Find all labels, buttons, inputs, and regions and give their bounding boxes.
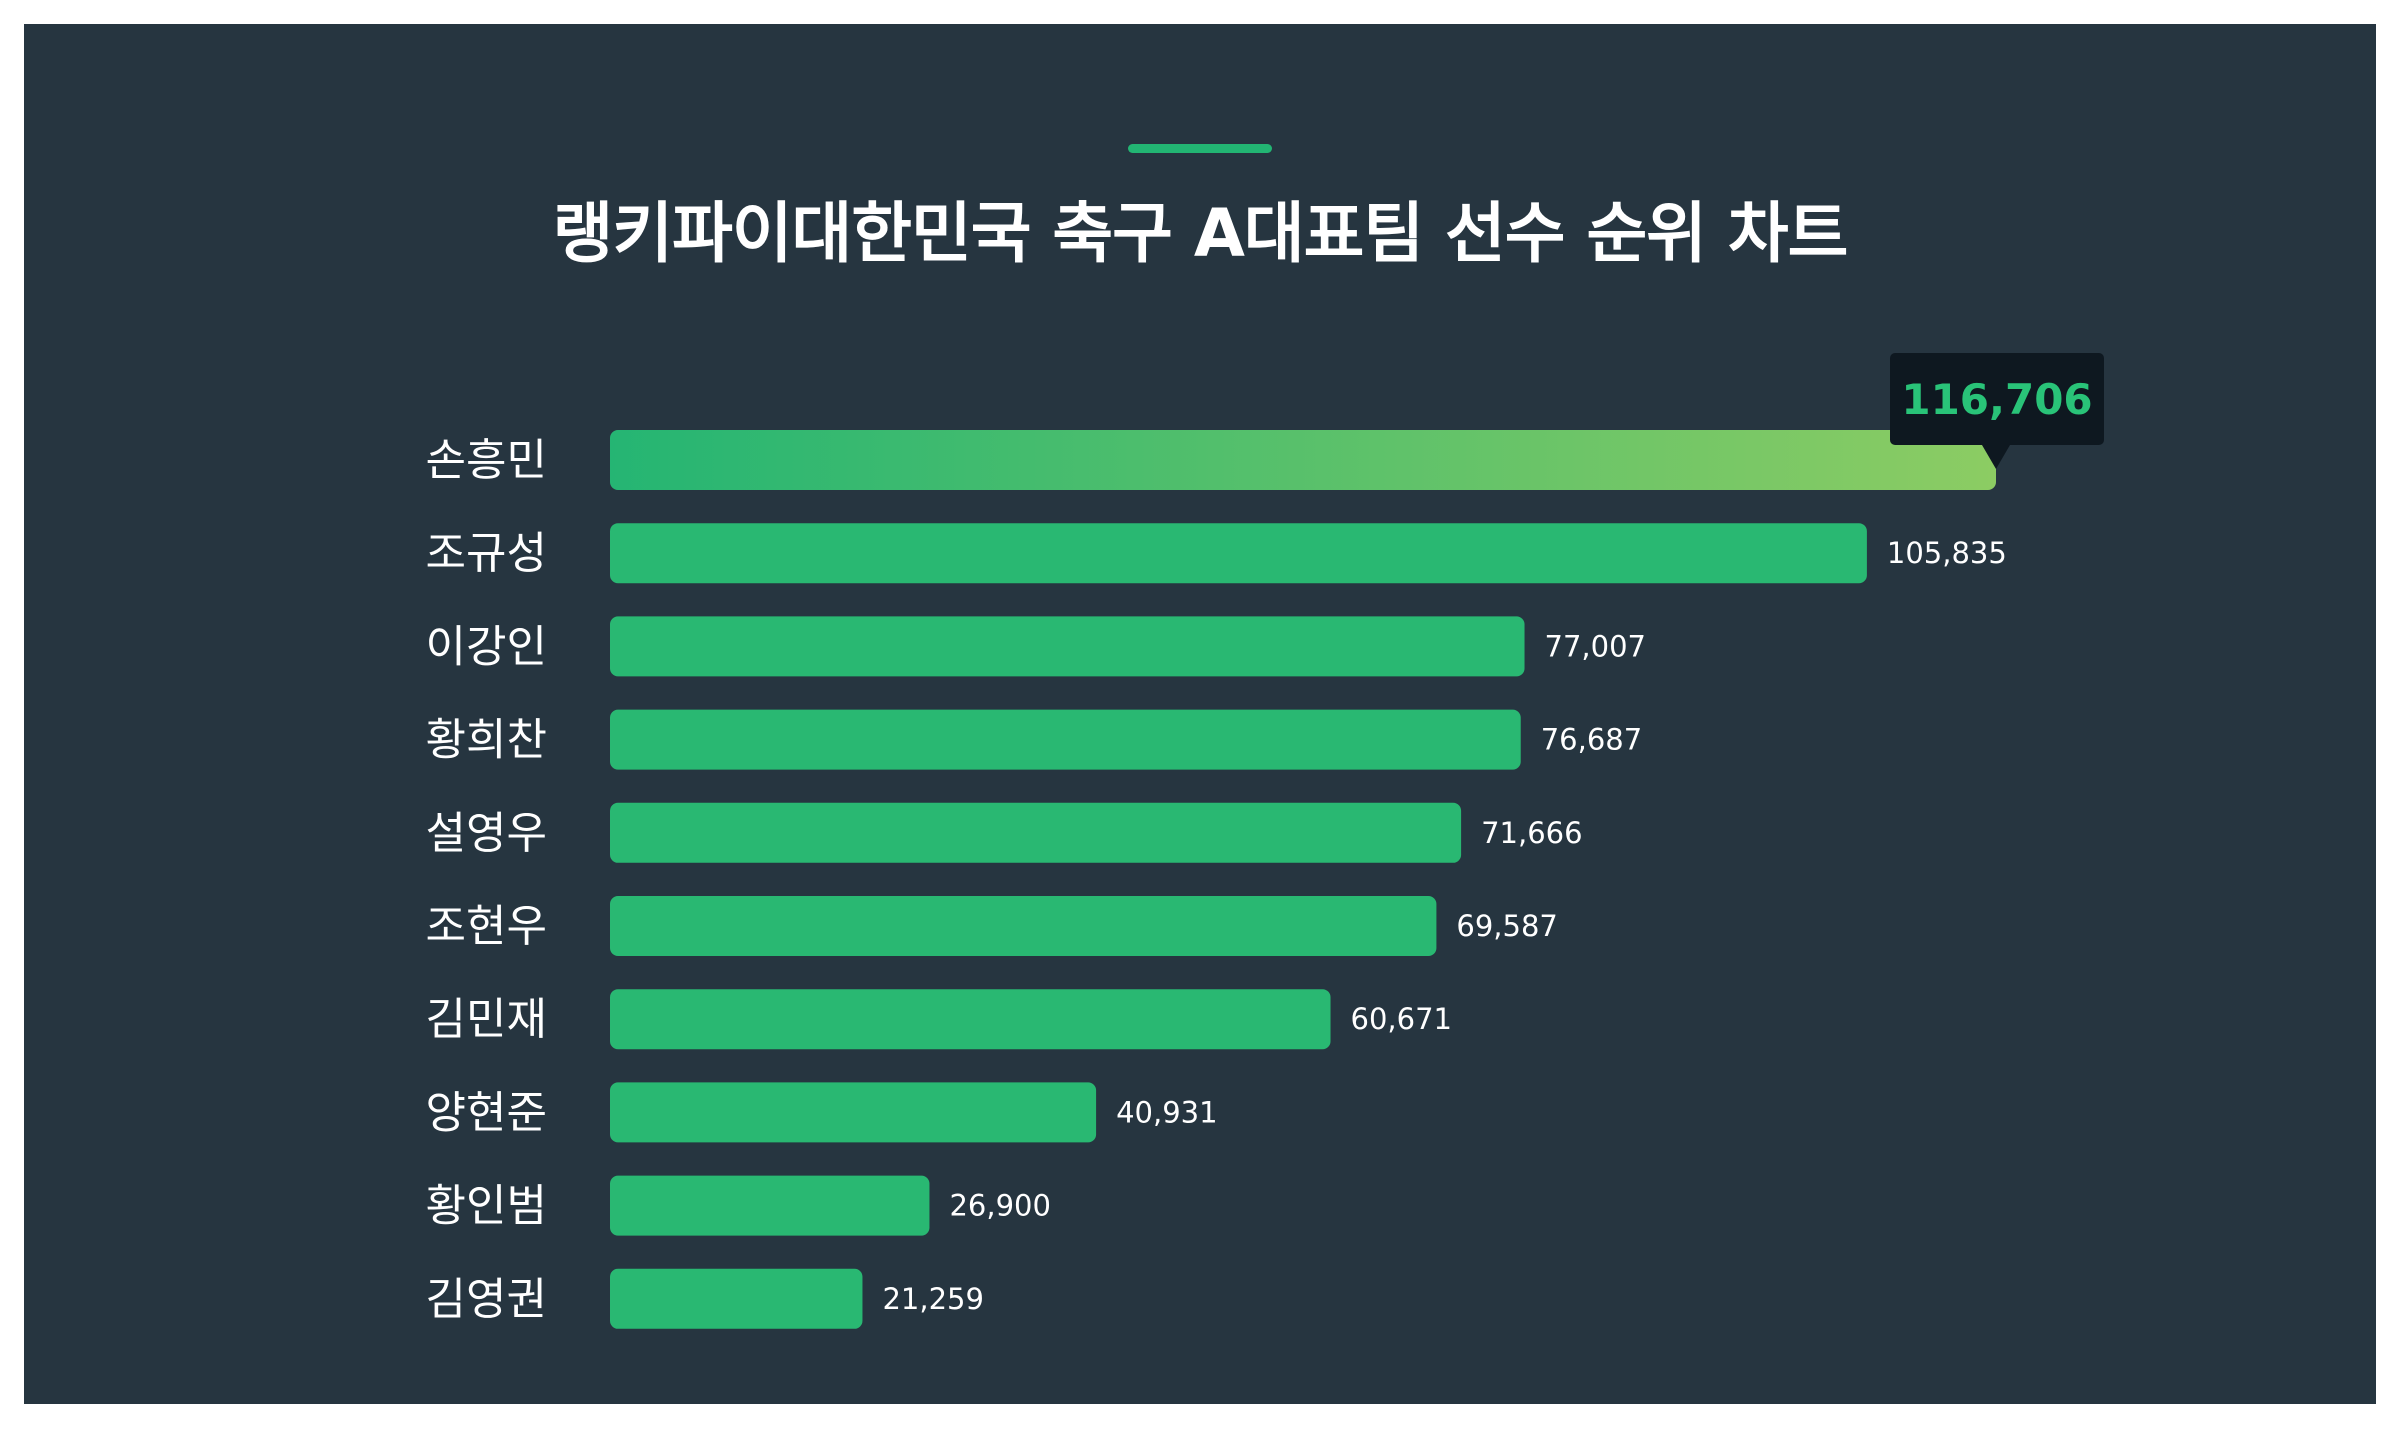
bar [610, 1082, 1097, 1143]
chart-title: 랭키파이대한민국 축구 A대표팀 선수 순위 차트 [552, 195, 1849, 272]
value-label: 21,259 [882, 1282, 983, 1316]
category-label: 김민재 [426, 994, 547, 1045]
category-label: 이강인 [426, 621, 547, 672]
bar-chart: 손흥민 116,706 조규성 105,835 이강인 77,007 황희찬 76,687 설영… [426, 353, 2104, 1329]
value-label: 69,587 [1456, 909, 1557, 943]
bar [610, 709, 1521, 770]
bar [610, 616, 1525, 677]
category-label: 조규성 [426, 528, 547, 579]
category-label: 황희찬 [426, 715, 547, 766]
category-label: 김영권 [426, 1274, 547, 1325]
value-label: 77,007 [1545, 629, 1646, 663]
chart-panel: 랭키파이대한민국 축구 A대표팀 선수 순위 차트 손흥민 116,706 조규성 1… [24, 24, 2376, 1404]
category-label: 손흥민 [426, 435, 547, 486]
title-accent-line [1128, 144, 1272, 153]
value-label: 40,931 [1116, 1095, 1217, 1129]
value-label: 71,666 [1481, 816, 1582, 850]
value-tooltip [1890, 353, 2104, 445]
bar [610, 989, 1331, 1050]
bar [610, 1175, 930, 1236]
category-label: 양현준 [426, 1087, 547, 1138]
value-label: 26,900 [949, 1189, 1050, 1223]
category-label: 설영우 [426, 808, 547, 859]
bar [610, 523, 1867, 584]
bar [610, 1268, 863, 1329]
tooltip-arrow [1982, 445, 2010, 469]
bar [610, 896, 1437, 956]
bar [610, 430, 1996, 490]
value-label: 116,706 [1901, 375, 2092, 424]
value-label: 76,687 [1541, 723, 1642, 757]
value-label: 105,835 [1887, 536, 2007, 570]
category-label: 조현우 [426, 901, 547, 952]
category-label: 황인범 [426, 1181, 547, 1232]
value-label: 60,671 [1351, 1002, 1452, 1036]
bar [610, 802, 1462, 863]
